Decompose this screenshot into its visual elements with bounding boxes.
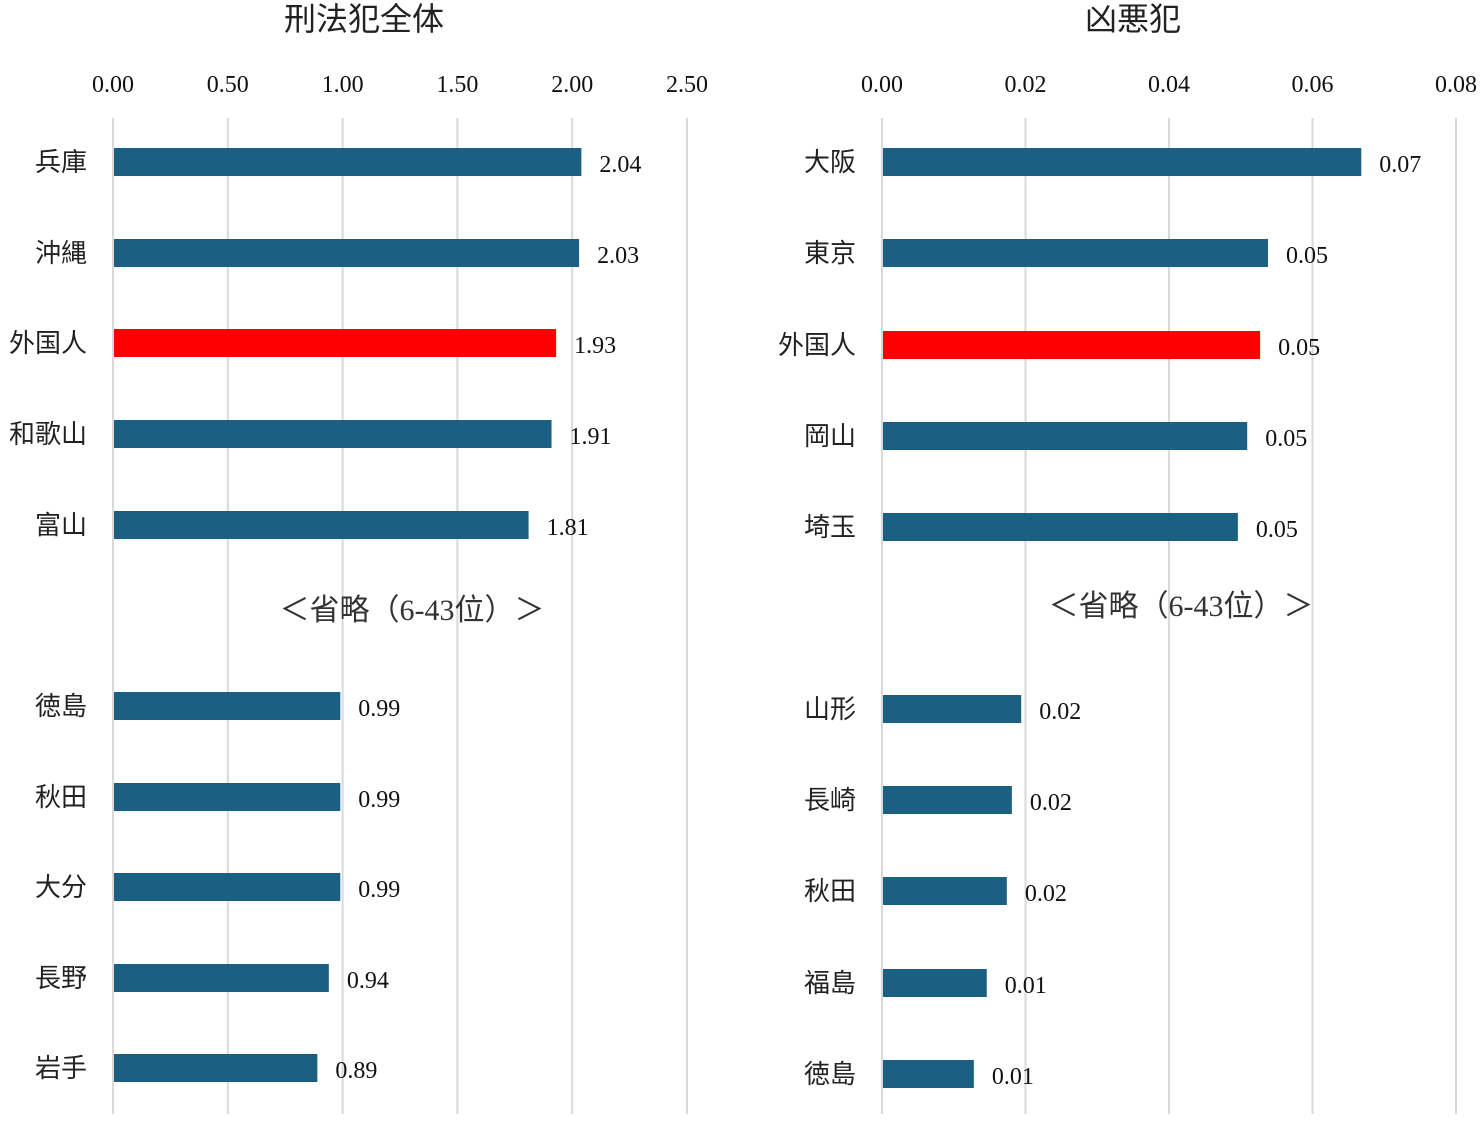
data-label: 1.91 bbox=[570, 424, 612, 450]
data-label: 1.93 bbox=[574, 333, 616, 359]
category-label: 長野 bbox=[35, 964, 87, 993]
x-tick-label: 0.00 bbox=[861, 72, 903, 98]
bar bbox=[883, 1060, 974, 1088]
data-label: 0.02 bbox=[1030, 790, 1072, 816]
category-label: 外国人 bbox=[9, 329, 87, 358]
x-tick-label: 0.02 bbox=[1005, 72, 1047, 98]
bar bbox=[114, 239, 580, 267]
category-label: 山形 bbox=[804, 695, 856, 724]
data-label: 2.03 bbox=[597, 243, 639, 269]
category-label: 沖縄 bbox=[35, 239, 87, 268]
category-label: 東京 bbox=[804, 239, 856, 268]
category-label: 徳島 bbox=[804, 1060, 856, 1089]
category-label: 岡山 bbox=[804, 422, 856, 451]
bar bbox=[114, 783, 341, 811]
chart-title: 凶悪犯 bbox=[1085, 1, 1181, 37]
data-label: 0.05 bbox=[1286, 243, 1328, 269]
x-tick-label: 0.00 bbox=[92, 72, 134, 98]
data-label: 0.99 bbox=[358, 877, 400, 903]
bar bbox=[114, 692, 341, 720]
data-label: 0.05 bbox=[1265, 426, 1307, 452]
bar bbox=[114, 420, 552, 448]
x-tick-label: 2.00 bbox=[551, 72, 593, 98]
category-label: 長崎 bbox=[804, 786, 856, 815]
x-tick-label: 2.50 bbox=[666, 72, 708, 98]
data-label: 0.02 bbox=[1025, 881, 1067, 907]
bar bbox=[114, 148, 582, 176]
category-label: 富山 bbox=[35, 511, 87, 540]
bar bbox=[883, 148, 1362, 176]
data-label: 0.89 bbox=[335, 1058, 377, 1084]
bar bbox=[883, 969, 987, 997]
omitted-note: ＜省略（6-43位）＞ bbox=[1049, 590, 1314, 623]
data-label: 0.99 bbox=[358, 787, 400, 813]
x-tick-label: 0.08 bbox=[1435, 72, 1477, 98]
data-label: 0.01 bbox=[1005, 973, 1047, 999]
x-tick-label: 0.06 bbox=[1292, 72, 1334, 98]
data-label: 0.05 bbox=[1278, 335, 1320, 361]
category-label: 大阪 bbox=[804, 148, 856, 177]
x-tick-label: 0.04 bbox=[1148, 72, 1190, 98]
bar bbox=[114, 511, 529, 539]
data-label: 0.99 bbox=[358, 696, 400, 722]
chart-title: 刑法犯全体 bbox=[284, 1, 444, 37]
data-label: 1.81 bbox=[547, 515, 589, 541]
x-tick-label: 1.50 bbox=[436, 72, 478, 98]
bar bbox=[114, 329, 557, 357]
data-label: 0.07 bbox=[1379, 152, 1421, 178]
data-label: 0.01 bbox=[992, 1064, 1034, 1090]
bar bbox=[883, 513, 1238, 541]
data-label: 0.02 bbox=[1039, 699, 1081, 725]
category-label: 徳島 bbox=[35, 692, 87, 721]
x-tick-label: 0.50 bbox=[207, 72, 249, 98]
bar bbox=[883, 695, 1022, 723]
bar bbox=[883, 877, 1007, 905]
data-label: 0.94 bbox=[347, 968, 389, 994]
category-label: 福島 bbox=[804, 969, 856, 998]
category-label: 秋田 bbox=[804, 877, 856, 906]
category-label: 外国人 bbox=[778, 331, 856, 360]
x-tick-label: 1.00 bbox=[322, 72, 364, 98]
category-label: 和歌山 bbox=[9, 420, 87, 449]
data-label: 0.05 bbox=[1256, 517, 1298, 543]
data-label: 2.04 bbox=[599, 152, 641, 178]
category-label: 秋田 bbox=[35, 783, 87, 812]
bar bbox=[114, 964, 329, 992]
bar bbox=[114, 1054, 318, 1082]
bar bbox=[883, 422, 1248, 450]
bar bbox=[883, 786, 1012, 814]
bar bbox=[883, 239, 1269, 267]
category-label: 大分 bbox=[35, 873, 87, 902]
category-label: 埼玉 bbox=[804, 513, 856, 542]
category-label: 岩手 bbox=[35, 1054, 87, 1083]
bar bbox=[883, 331, 1261, 359]
bar bbox=[114, 873, 341, 901]
omitted-note: ＜省略（6-43位）＞ bbox=[280, 594, 545, 627]
category-label: 兵庫 bbox=[35, 148, 87, 177]
